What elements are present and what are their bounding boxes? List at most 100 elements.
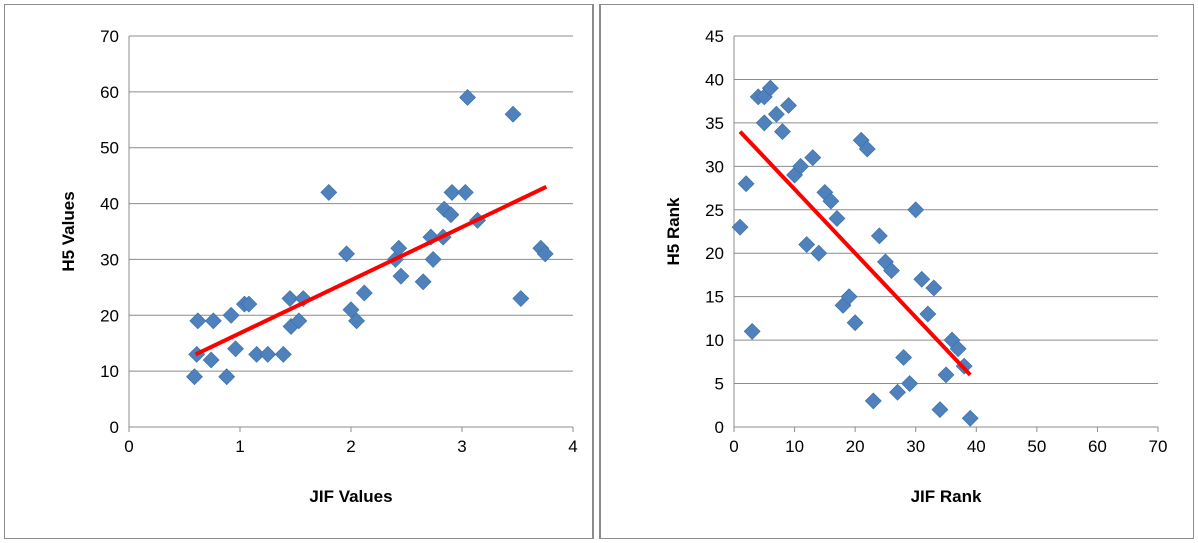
data-point [248,345,266,363]
x-tick-label: 30 [906,437,925,456]
data-point [442,206,460,224]
data-point [274,345,292,363]
data-point [870,227,888,245]
data-point [443,183,461,201]
y-tick-label: 5 [715,375,724,394]
data-point [202,351,220,369]
data-point [320,183,338,201]
x-tick-label: 0 [124,437,133,456]
data-point [392,267,410,285]
x-tick-label: 10 [785,437,804,456]
y-tick-label: 35 [705,114,724,133]
data-point [780,97,797,114]
data-point [761,79,779,97]
data-point [858,140,876,158]
scatter-chart-h5-vs-jif-values: 0 10 20 30 40 50 60 70 0 1 2 3 4 JIF Values H5 Values [59,27,578,506]
data-point [864,392,882,410]
x-tick-label: 0 [729,437,738,456]
y-tick-label: 15 [705,288,724,307]
trendline [194,185,548,357]
data-point [222,306,240,324]
data-point [840,288,858,306]
scatter-chart-h5-vs-jif-rank: 0 5 10 15 20 25 30 35 40 45 0 10 20 30 40 50 60 70 JIF Ran… [664,27,1168,506]
data-point [883,262,900,280]
data-point [889,383,906,401]
data-point [913,270,931,288]
data-point [743,322,761,340]
data-point [798,236,816,253]
x-tick-label: 4 [568,437,577,456]
data-point [737,175,755,193]
data-point [774,123,791,141]
y-tick-label: 0 [715,418,724,437]
data-point [961,409,979,427]
data-point [338,245,355,263]
x-axis-title: JIF Rank [911,487,982,506]
x-tick-label: 3 [457,437,466,456]
data-point [290,312,308,330]
data-point [536,245,554,263]
chart-panel-jif-rank: 0 5 10 15 20 25 30 35 40 45 0 10 20 30 40 50 60 70 JIF Ran… [600,4,1194,539]
data-point [355,284,373,302]
data-point [348,312,365,330]
trendline [738,130,972,377]
y-tick-label: 10 [100,362,119,381]
y-tick-label: 40 [705,70,724,89]
y-tick-label: 70 [100,27,119,46]
data-point [414,273,432,291]
data-point [792,157,810,175]
data-point [218,368,236,386]
data-point [767,105,785,123]
x-tick-label: 60 [1088,437,1107,456]
panel-divider [593,4,600,539]
data-point [937,366,955,384]
y-tick-label: 20 [705,244,724,263]
data-point [281,290,299,307]
data-point [895,349,913,366]
y-tick-label: 40 [100,195,119,214]
y-tick-label: 45 [705,27,724,46]
data-point [901,375,919,392]
x-tick-label: 2 [346,437,355,456]
data-point [424,251,442,268]
data-point [342,301,360,319]
data-point [240,295,258,313]
data-point [828,210,846,227]
y-tick-label: 25 [705,201,724,220]
data-point [459,89,476,106]
data-point [925,279,943,297]
x-tick-label: 40 [967,437,986,456]
x-tick-label: 50 [1027,437,1046,456]
data-point [804,149,822,167]
x-axis-title: JIF Values [309,487,392,506]
data-point [504,105,522,123]
data-point [512,290,530,307]
data-point [810,244,828,262]
x-tick-label: 70 [1149,437,1168,456]
y-tick-label: 30 [100,250,119,269]
data-point [949,340,967,358]
data-point [731,218,749,236]
x-tick-label: 20 [846,437,865,456]
y-tick-label: 0 [110,418,119,437]
y-tick-label: 60 [100,83,119,102]
y-tick-label: 10 [705,331,724,350]
data-point [189,312,207,330]
y-tick-label: 20 [100,306,119,325]
data-point [259,345,277,363]
data-point [931,401,949,419]
y-tick-label: 30 [705,157,724,176]
data-point [755,114,773,132]
chart-panel-jif-values: 0 10 20 30 40 50 60 70 0 1 2 3 4 JIF Values H5 Values [4,4,593,539]
y-tick-label: 50 [100,139,119,158]
y-axis-title: H5 Values [59,191,78,271]
data-point [456,183,474,201]
data-point [204,312,222,330]
data-point [846,314,864,332]
data-point [822,192,840,210]
x-tick-label: 1 [235,437,244,456]
y-axis-title: H5 Rank [664,197,683,266]
data-point [919,305,937,323]
data-point [907,201,925,219]
data-point [227,340,244,358]
